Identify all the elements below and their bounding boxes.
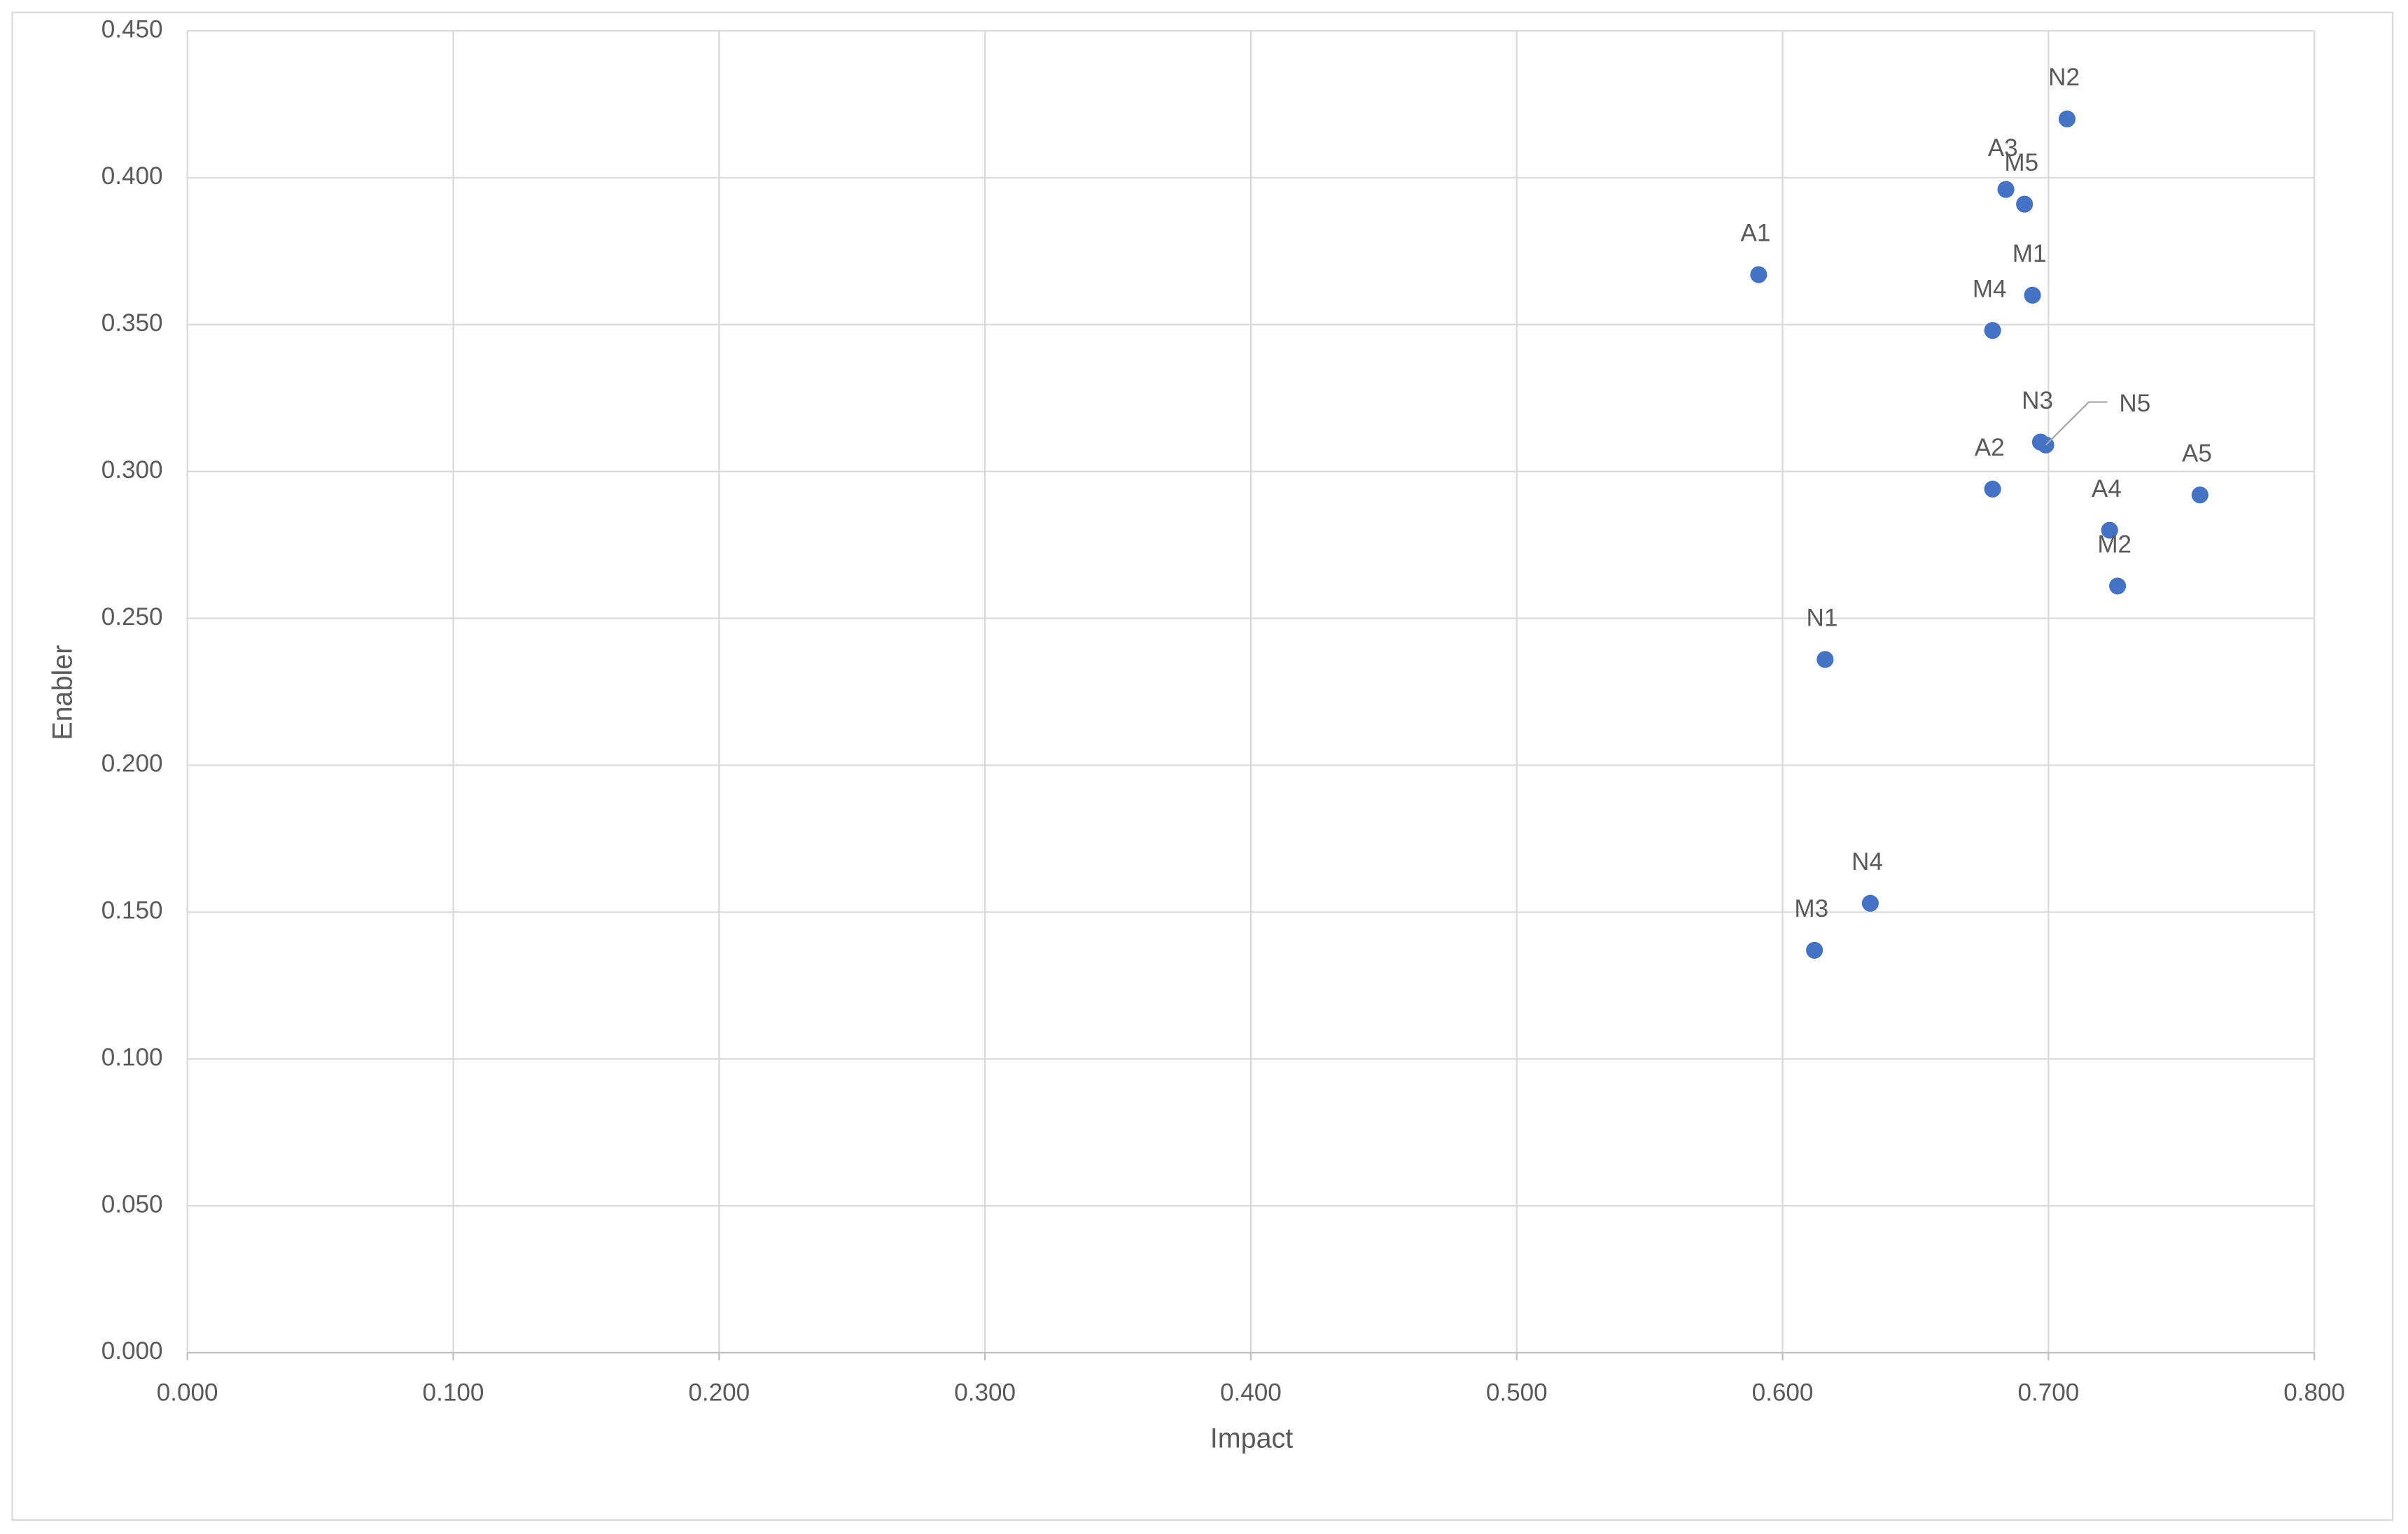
data-point [1750,266,1768,283]
x-axis-title: Impact [1210,1423,1293,1454]
x-tick-label: 0.600 [1752,1379,1814,1406]
data-point [2024,286,2041,304]
x-tick-label: 0.000 [157,1379,218,1406]
data-label: N2 [2048,64,2080,91]
y-tick-label: 0.200 [102,750,163,777]
y-tick-label: 0.350 [102,309,163,337]
x-tick-label: 0.800 [2283,1379,2345,1406]
data-label: M5 [2004,149,2038,176]
x-tick-label: 0.300 [954,1379,1016,1406]
data-point [2101,521,2118,539]
leader-line [2045,401,2108,446]
y-tick-label: 0.450 [102,15,163,43]
data-point [1984,322,2001,339]
y-tick-label: 0.400 [102,162,163,190]
data-label: N1 [1806,605,1837,632]
data-point [2058,110,2076,128]
data-point [2191,486,2208,504]
y-tick-label: 0.150 [102,897,163,924]
data-point [1861,894,1879,912]
x-tick-label: 0.100 [423,1379,484,1406]
x-tick-label: 0.500 [1486,1379,1548,1406]
data-point [1806,941,1823,959]
y-tick-label: 0.000 [102,1337,163,1365]
y-axis-title: Enabler [48,645,78,740]
data-label: N3 [2022,387,2053,414]
x-tick-label: 0.400 [1220,1379,1282,1406]
data-label: N4 [1851,848,1883,875]
x-tick-label: 0.700 [2017,1379,2079,1406]
data-point [1984,480,2001,498]
data-label: A2 [1975,434,2005,461]
y-tick-label: 0.050 [102,1190,163,1218]
y-tick-label: 0.300 [102,456,163,484]
data-label: M3 [1794,895,1828,922]
y-tick-label: 0.100 [102,1043,163,1071]
data-point [1816,651,1834,668]
data-point [1997,181,2015,198]
data-label: M1 [2012,240,2047,267]
data-point [2016,195,2033,213]
data-point [2109,577,2127,595]
data-label: M4 [1973,275,2007,302]
data-label: M2 [2097,531,2132,558]
data-label: A3 [1988,134,2018,162]
data-label: A1 [1741,220,1771,247]
chart-border [11,11,2394,1521]
x-tick-label: 0.200 [688,1379,750,1406]
data-label: A5 [2182,439,2212,467]
data-label: A4 [2092,475,2122,502]
data-label: N5 [2119,390,2150,417]
y-tick-label: 0.250 [102,603,163,631]
